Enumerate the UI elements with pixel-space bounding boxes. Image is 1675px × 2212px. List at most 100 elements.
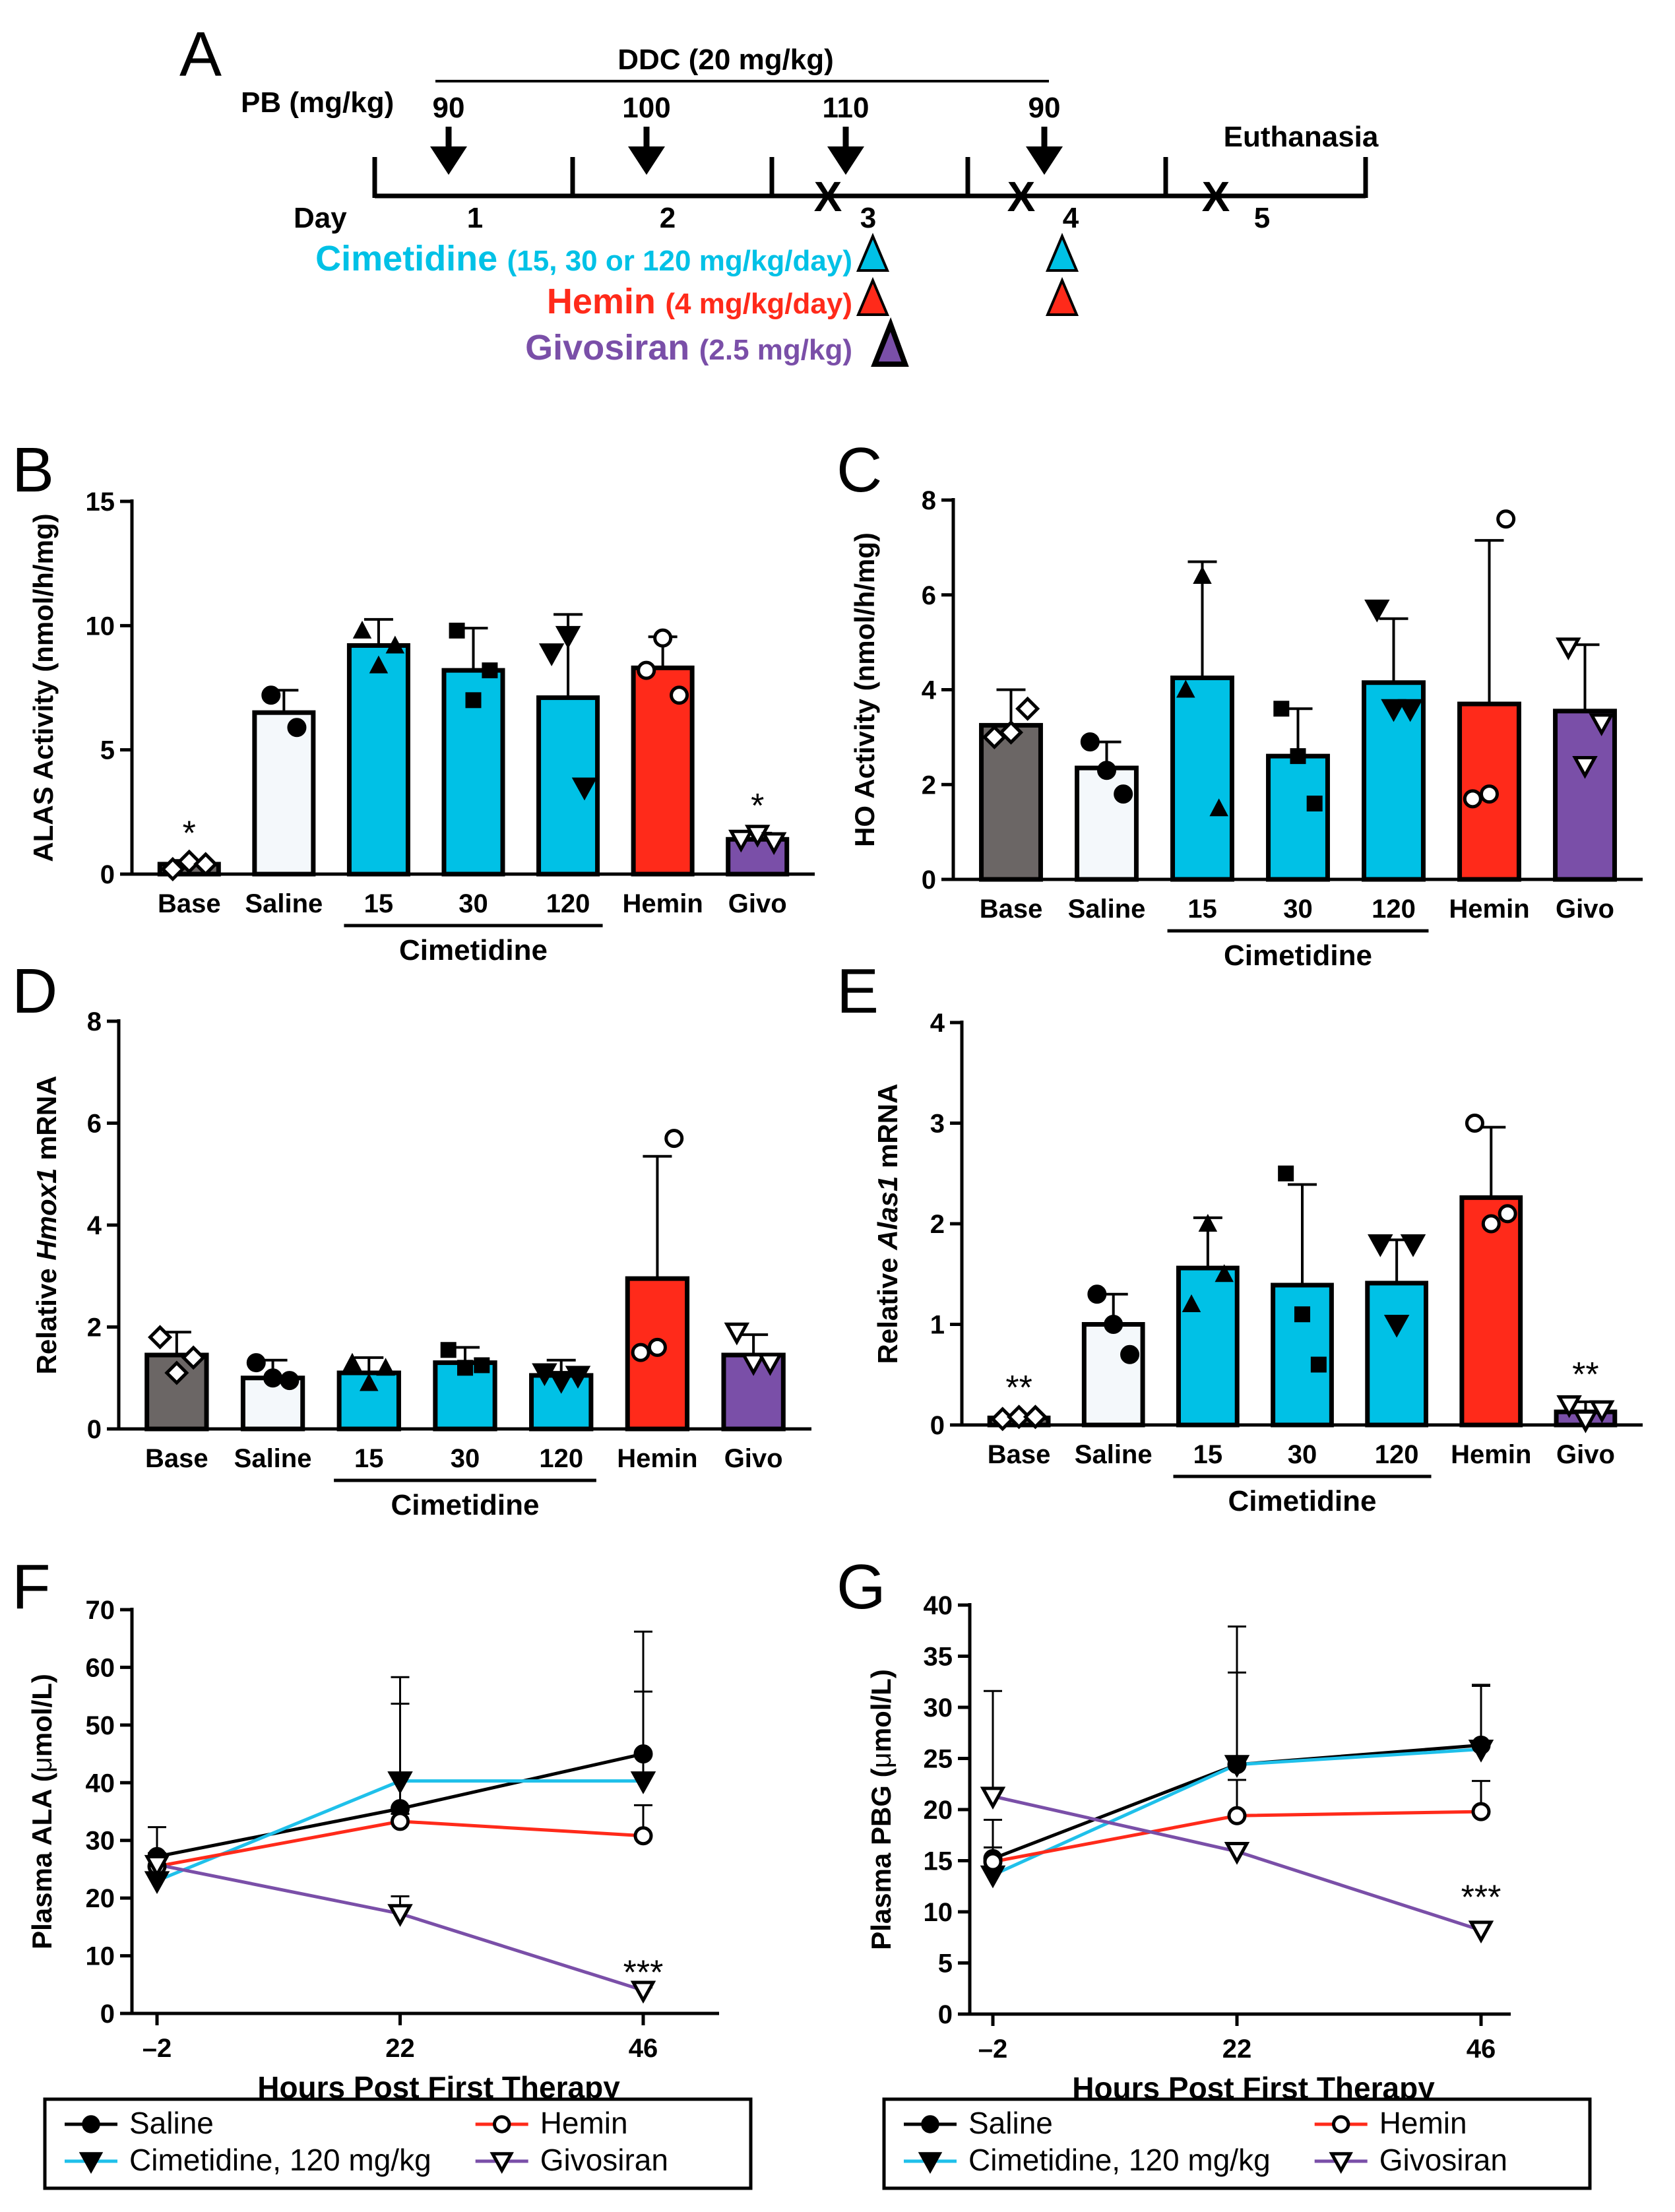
x-tick-label: 15 [364,889,394,918]
bar [1176,1265,1240,1428]
plasma-pbg-chart: G 0 5 10 15 20 25 30 35 40 –2 22 46 Plasma PBG (μmol/… [837,1552,1511,2105]
data-point [177,849,202,874]
panel-label: E [837,956,879,1027]
legend-marker-hemin [1332,2115,1350,2133]
hemin-dose-triangle-icon [1045,276,1079,316]
data-point [246,1353,266,1373]
cimetidine-name: Cimetidine [315,239,497,278]
y-tick-label: 50 [86,1711,115,1740]
data-point [1498,1204,1517,1224]
x-tick-label: 120 [546,889,590,918]
legend-label-givosiran: Givosiran [540,2143,668,2177]
data-point [1215,1264,1234,1282]
data-point [352,620,372,639]
legend-label-cimetidine: Cimetidine, 120 mg/kg [968,2143,1271,2177]
y-tick-label: 20 [924,1796,953,1825]
significance-annotation: *** [1461,1878,1501,1916]
ddc-label: DDC (20 mg/kg) [617,44,834,76]
data-point [193,852,218,877]
data-point [555,625,581,649]
data-point [670,685,689,705]
panel-label-a: A [179,19,222,90]
pb-arrow-icon [628,127,665,175]
group-label: Cimetidine [399,934,548,966]
data-point [565,1366,591,1389]
y-axis-label-part: mol/L) [26,1674,57,1757]
data-point-givosiran [630,1980,656,2004]
ddc-stop-mark: X [1202,173,1230,220]
x-tick-label: Saline [1075,1440,1153,1469]
group-label: Cimetidine [391,1489,540,1521]
legend-marker-cimetidine [918,2152,943,2174]
x-tick-label: 46 [629,2034,658,2063]
bar [252,710,316,877]
x-tick-label: Hemin [1451,1440,1531,1469]
day-1: 1 [467,202,483,234]
day-5: 5 [1254,202,1270,234]
hemin-regimen: Hemin (4 mg/kg/day) [547,282,852,321]
data-point [757,1353,783,1376]
data-point [1480,784,1499,804]
y-axis-label-part: Relative [31,1261,62,1375]
data-point [1368,1234,1393,1257]
x-tick-label: Base [988,1440,1051,1469]
bar [631,665,695,877]
data-point [1294,1306,1310,1323]
y-axis-label-part: Plasma ALA ( [26,1773,57,1949]
data-point [1556,1395,1582,1418]
x-tick-label: 120 [1375,1440,1419,1469]
y-tick-label: 2 [922,771,936,800]
group-label: Cimetidine [1224,939,1372,972]
data-point-givosiran [1468,1920,1494,1944]
data-point [474,1357,490,1374]
significance-annotation: * [183,814,196,852]
hmox1-mrna-chart: D 0 2 4 6 8 Relative Hmox1 mRNA Base Saline 15 30 1… [12,956,811,1521]
data-point-saline [633,1744,653,1764]
data-point [637,660,656,680]
legend-marker-givosiran [1329,2152,1353,2174]
x-tick-label: 30 [1283,895,1313,924]
legend-g: Saline Hemin Cimetidine, 120 mg/kg Givosira… [882,2097,1592,2190]
data-point-hemin [1227,1806,1247,1825]
data-point [1364,599,1390,623]
data-point [538,643,565,666]
data-point [164,1360,189,1385]
data-point-cimetidine [1224,1755,1250,1778]
data-point [457,1360,473,1376]
legend-marker-givosiran [490,2152,514,2174]
data-point [263,1368,283,1388]
x-tick-label: Base [980,895,1043,924]
data-point [449,622,465,639]
data-point [1556,637,1581,660]
panel-label: F [12,1552,51,1622]
data-point [148,1325,173,1350]
significance-annotation: ** [1572,1356,1598,1394]
data-point [1120,1344,1140,1364]
group-label: Cimetidine [1228,1485,1377,1517]
y-tick-label: 2 [930,1210,945,1239]
data-point [761,832,787,856]
y-tick-label: 25 [924,1745,953,1774]
bar [1266,753,1330,882]
significance-annotation: ** [1005,1369,1032,1407]
data-point [1573,1410,1598,1434]
bar [1459,1195,1523,1428]
x-tick-label: Saline [234,1444,312,1473]
data-point [1193,566,1212,584]
y-tick-label: 10 [86,1942,115,1971]
x-tick-label: Hemin [1449,895,1529,924]
data-point [369,655,389,674]
data-point [385,635,405,654]
legend-label-hemin: Hemin [540,2106,628,2140]
y-tick-label: 20 [86,1884,115,1913]
data-point [532,1363,557,1387]
y-tick-label: 30 [924,1693,953,1722]
x-tick-label: Base [158,889,221,918]
cimetidine-dose: (15, 30 or 120 mg/kg/day) [507,245,852,277]
pb-arrow-icon [430,127,467,175]
data-point [724,1322,750,1346]
y-tick-label: 0 [922,866,936,895]
data-point [647,1337,667,1357]
alas1-mrna-chart: E 0 1 2 3 4 Relative Alas1 mRNA Base ** Saline 15 3… [837,956,1643,1517]
